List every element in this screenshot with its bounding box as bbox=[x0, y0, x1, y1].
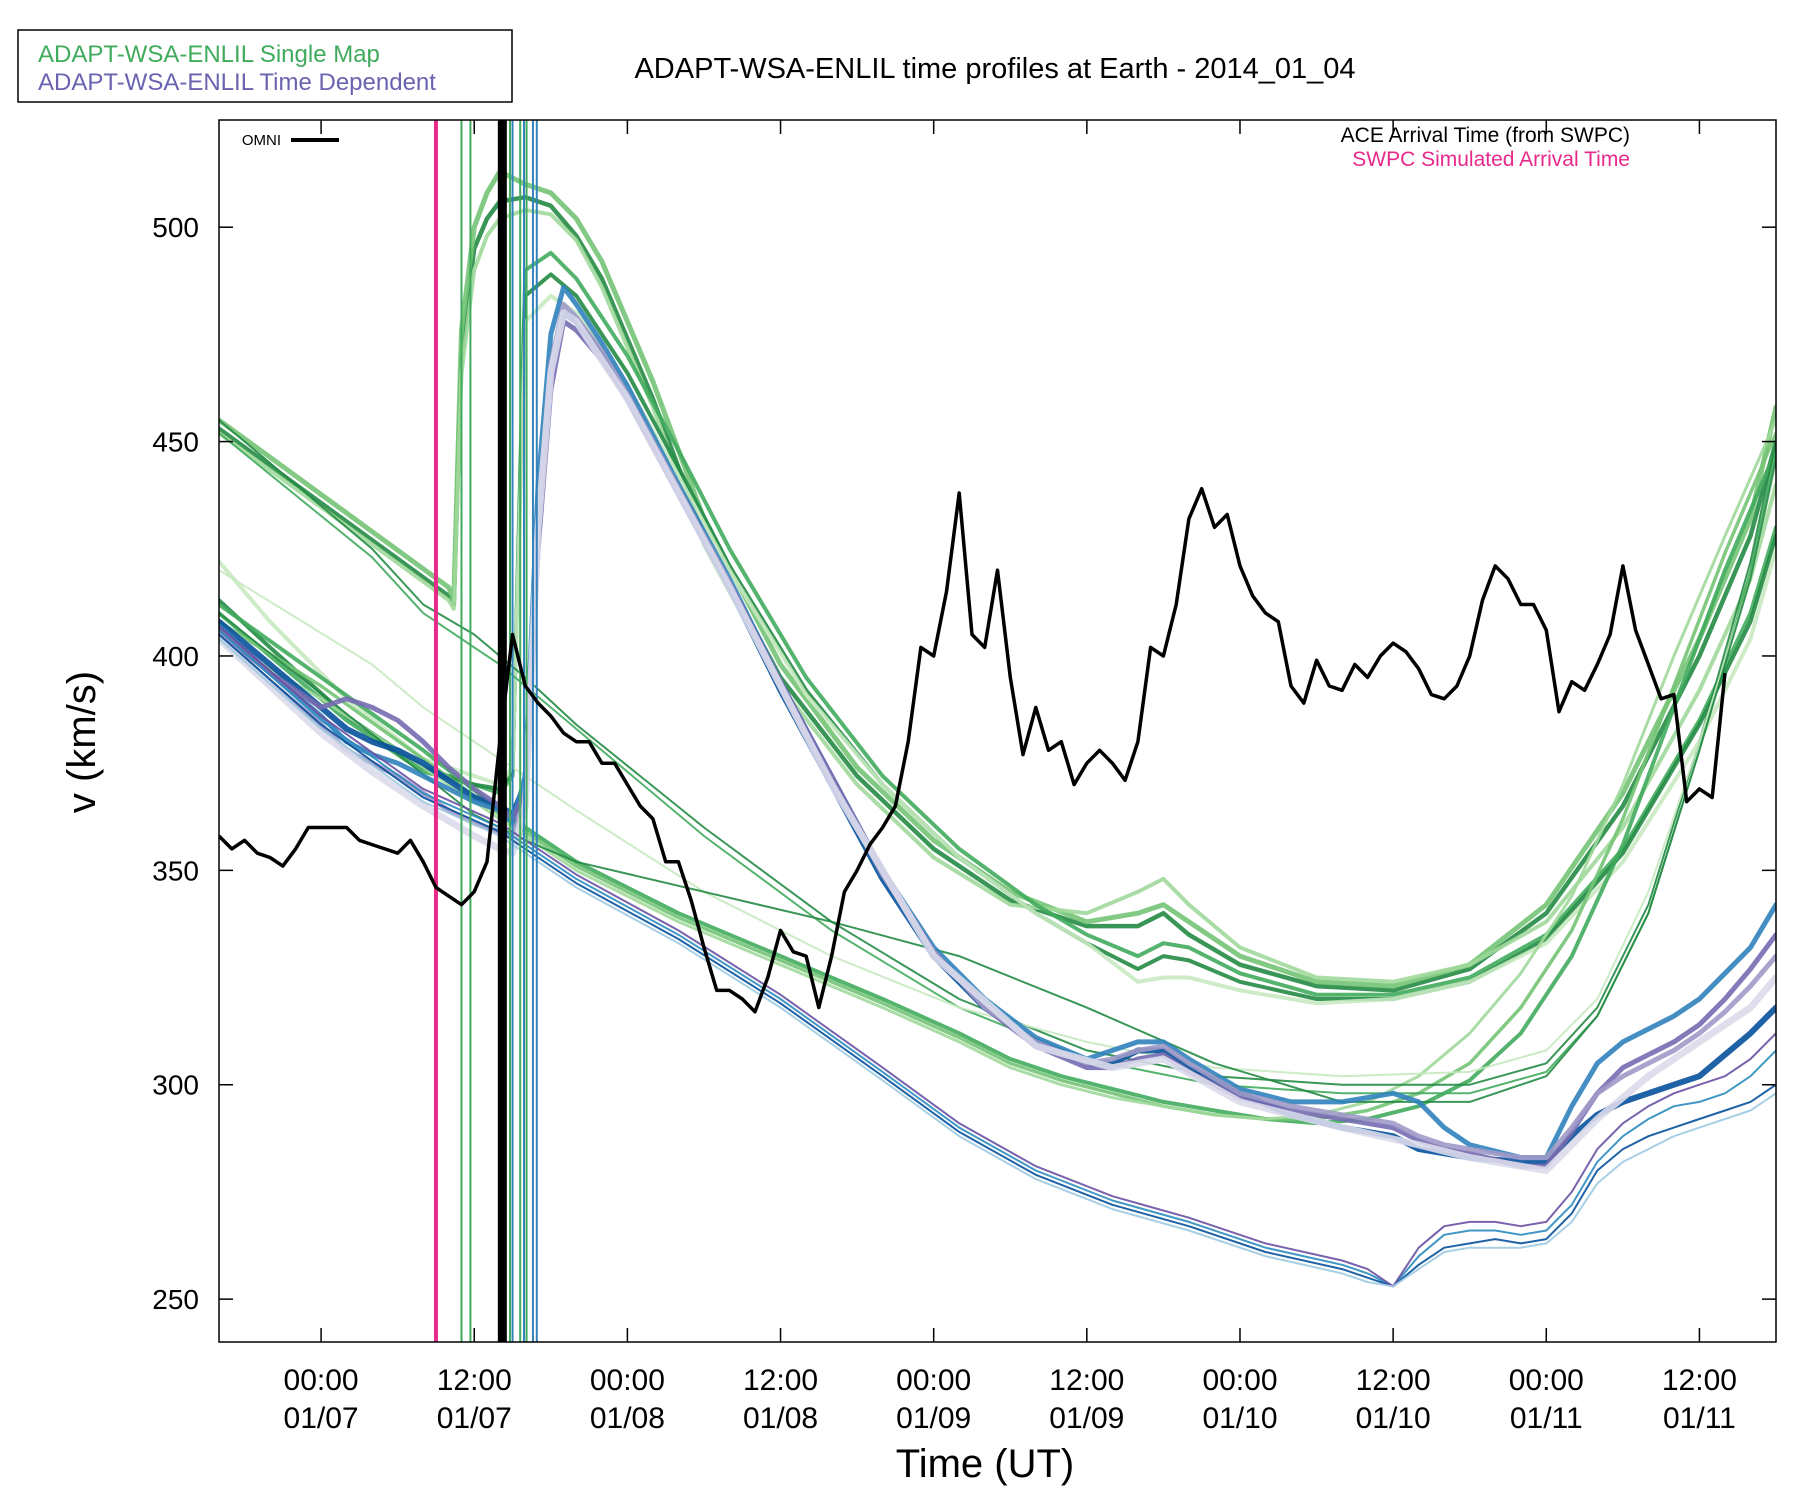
y-tick-label: 400 bbox=[152, 641, 199, 672]
x-tick-label-time: 00:00 bbox=[590, 1364, 665, 1397]
omni-line bbox=[219, 486, 1727, 1014]
plot-area-group bbox=[219, 120, 1776, 1342]
chart-title: ADAPT-WSA-ENLIL time profiles at Earth -… bbox=[634, 53, 1355, 85]
x-tick-label-time: 12:00 bbox=[743, 1364, 818, 1397]
legend-group: ADAPT-WSA-ENLIL Single MapADAPT-WSA-ENLI… bbox=[17, 29, 1630, 171]
series-line-single-map-3 bbox=[219, 208, 1776, 984]
x-tick-label-date: 01/09 bbox=[1049, 1402, 1124, 1435]
series-line-single-map-12 bbox=[219, 462, 1776, 1078]
y-tick-label: 500 bbox=[152, 212, 199, 243]
legend-entry-arrival-2: SWPC Simulated Arrival Time bbox=[1352, 148, 1630, 171]
y-axis-label: v (km/s) bbox=[60, 671, 104, 813]
series-line-time-dependent-18 bbox=[219, 309, 1776, 1174]
y-tick-label: 250 bbox=[152, 1284, 199, 1315]
x-tick-label-time: 12:00 bbox=[1049, 1364, 1124, 1397]
x-tick-label-time: 12:00 bbox=[1662, 1364, 1737, 1397]
x-tick-label-date: 01/09 bbox=[896, 1402, 971, 1435]
x-tick-label-date: 01/11 bbox=[1663, 1402, 1736, 1435]
legend-entry-arrival-1: ACE Arrival Time (from SWPC) bbox=[1341, 124, 1630, 147]
x-tick-label-time: 12:00 bbox=[1356, 1364, 1431, 1397]
x-tick-label-date: 01/08 bbox=[590, 1402, 665, 1435]
series-line-time-dependent-17 bbox=[219, 301, 1776, 1161]
axes-group: 250 300 350 400 450 500 00:00 01/07 12:00 01/07 00… bbox=[152, 119, 1777, 1435]
x-tick-label-time: 00:00 bbox=[1509, 1364, 1584, 1397]
x-tick-label-time: 00:00 bbox=[896, 1364, 971, 1397]
x-tick-label-time: 12:00 bbox=[437, 1364, 512, 1397]
x-tick-label-date: 01/07 bbox=[284, 1402, 359, 1435]
x-tick-label-time: 00:00 bbox=[284, 1364, 359, 1397]
x-tick-label-date: 01/11 bbox=[1510, 1402, 1583, 1435]
series-group bbox=[219, 169, 1776, 1288]
legend-entry-model-1: ADAPT-WSA-ENLIL Single Map bbox=[38, 41, 380, 68]
plot-area bbox=[219, 120, 1776, 1342]
x-tick-label-date: 01/07 bbox=[437, 1402, 512, 1435]
series-line-time-dependent-22 bbox=[219, 637, 1776, 1288]
x-tick-label-date: 01/10 bbox=[1356, 1402, 1431, 1435]
plot-frame bbox=[218, 119, 1777, 1343]
x-tick-label-date: 01/08 bbox=[743, 1402, 818, 1435]
y-tick-label: 300 bbox=[152, 1070, 199, 1101]
x-axis-label: Time (UT) bbox=[896, 1442, 1074, 1486]
legend-entry-model-2: ADAPT-WSA-ENLIL Time Dependent bbox=[38, 69, 436, 96]
y-tick-label: 350 bbox=[152, 855, 199, 886]
x-tick-label-time: 00:00 bbox=[1202, 1364, 1277, 1397]
y-tick-label: 450 bbox=[152, 427, 199, 458]
model-legend-box bbox=[17, 29, 513, 103]
x-tick-label-date: 01/10 bbox=[1202, 1402, 1277, 1435]
legend-entry-omni: OMNI bbox=[242, 132, 281, 149]
omni-group bbox=[219, 486, 1727, 1014]
series-line-single-map-9 bbox=[219, 418, 1776, 1121]
